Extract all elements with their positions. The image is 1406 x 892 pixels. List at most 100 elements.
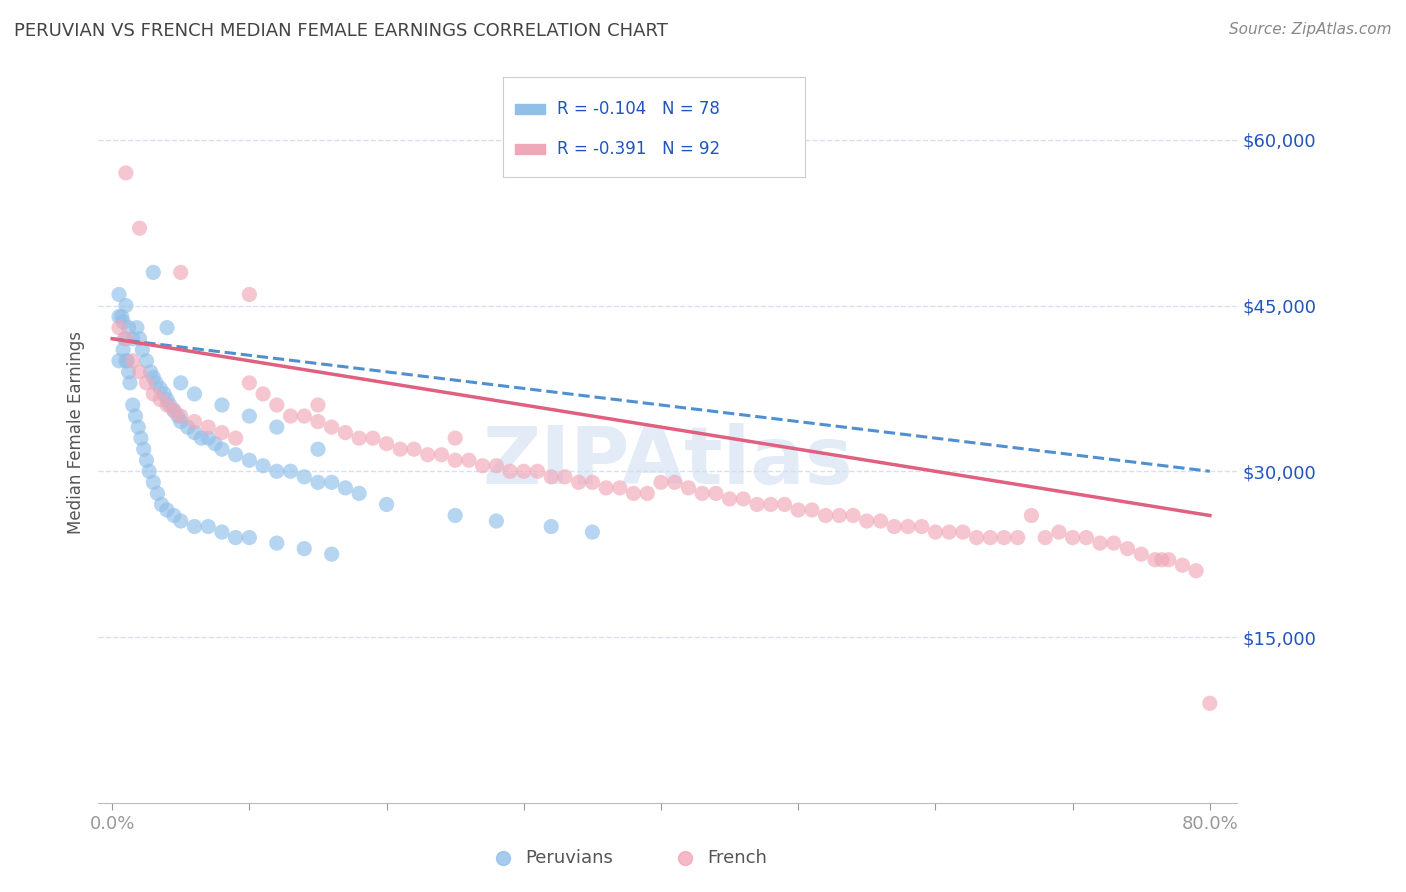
Text: ZIPAtlas: ZIPAtlas	[482, 423, 853, 501]
Point	[238, 531, 260, 545]
Point	[135, 376, 157, 390]
Point	[883, 519, 905, 533]
Point	[1143, 552, 1166, 566]
Point	[1076, 531, 1098, 545]
Point	[444, 453, 467, 467]
Point	[1062, 531, 1084, 545]
Point	[280, 464, 302, 478]
Point	[1021, 508, 1043, 523]
Point	[142, 475, 165, 490]
Point	[733, 491, 755, 506]
Point	[156, 503, 179, 517]
Point	[444, 431, 467, 445]
Point	[170, 265, 193, 279]
Point	[163, 403, 186, 417]
Point	[167, 409, 190, 423]
Point	[347, 431, 370, 445]
Point	[650, 475, 672, 490]
Point	[124, 409, 146, 423]
Point	[128, 365, 150, 379]
Point	[499, 464, 522, 478]
Point	[197, 519, 219, 533]
Point	[266, 536, 288, 550]
Point	[115, 299, 138, 313]
Point	[307, 398, 329, 412]
Point	[361, 431, 384, 445]
Point	[197, 431, 219, 445]
Point	[108, 320, 131, 334]
Point	[595, 481, 617, 495]
Point	[1198, 697, 1220, 711]
Point	[142, 387, 165, 401]
Point	[149, 392, 172, 407]
Point	[588, 796, 610, 810]
Point	[142, 370, 165, 384]
Point	[146, 486, 169, 500]
Point	[112, 315, 135, 329]
Point	[117, 320, 139, 334]
Point	[176, 420, 198, 434]
Point	[321, 547, 343, 561]
Point	[292, 470, 315, 484]
Point	[718, 491, 741, 506]
Point	[924, 524, 946, 539]
Point	[292, 541, 315, 556]
Point	[307, 415, 329, 429]
Point	[678, 481, 700, 495]
Point	[115, 353, 138, 368]
Text: PERUVIAN VS FRENCH MEDIAN FEMALE EARNINGS CORRELATION CHART: PERUVIAN VS FRENCH MEDIAN FEMALE EARNING…	[14, 22, 668, 40]
Point	[238, 409, 260, 423]
Point	[759, 498, 782, 512]
Point	[211, 524, 233, 539]
Point	[321, 475, 343, 490]
Text: Peruvians: Peruvians	[526, 849, 613, 867]
Point	[170, 376, 193, 390]
Point	[142, 265, 165, 279]
Point	[389, 442, 412, 457]
Point	[153, 387, 176, 401]
Point	[211, 425, 233, 440]
Point	[1150, 552, 1173, 566]
Point	[170, 514, 193, 528]
Point	[993, 531, 1015, 545]
Point	[1088, 536, 1111, 550]
Point	[121, 398, 143, 412]
Point	[1102, 536, 1125, 550]
Point	[225, 431, 247, 445]
Point	[807, 796, 830, 810]
Point	[897, 519, 920, 533]
Point	[814, 508, 837, 523]
Point	[127, 420, 149, 434]
Point	[238, 376, 260, 390]
Point	[211, 398, 233, 412]
Y-axis label: Median Female Earnings: Median Female Earnings	[66, 331, 84, 534]
Point	[526, 464, 548, 478]
Point	[321, 420, 343, 434]
Point	[856, 514, 879, 528]
Point	[163, 508, 186, 523]
Point	[159, 398, 181, 412]
Point	[938, 524, 960, 539]
Point	[280, 409, 302, 423]
Point	[869, 514, 891, 528]
Point	[145, 376, 167, 390]
Point	[252, 458, 274, 473]
Point	[128, 332, 150, 346]
Point	[292, 409, 315, 423]
Point	[979, 531, 1001, 545]
Point	[787, 503, 810, 517]
Point	[118, 376, 141, 390]
Point	[132, 442, 155, 457]
Point	[183, 415, 205, 429]
Point	[554, 470, 576, 484]
Point	[150, 498, 173, 512]
Point	[773, 498, 796, 512]
Point	[266, 464, 288, 478]
Point	[117, 365, 139, 379]
Point	[115, 332, 138, 346]
Point	[204, 436, 226, 450]
Point	[156, 320, 179, 334]
Point	[170, 409, 193, 423]
Point	[609, 481, 631, 495]
Point	[540, 519, 562, 533]
